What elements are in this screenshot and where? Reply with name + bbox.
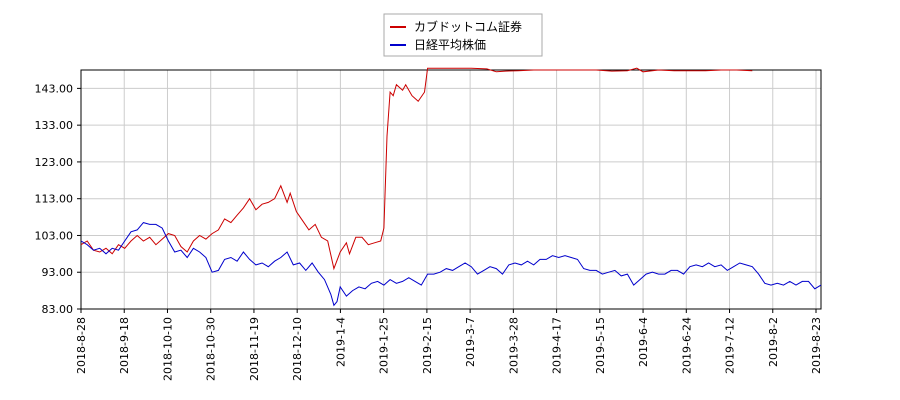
y-tick-label: 123.00 bbox=[35, 156, 74, 169]
series-layer bbox=[80, 67, 822, 307]
x-tick-label: 2019-6-24 bbox=[680, 317, 693, 374]
x-tick-label: 2019-7-12 bbox=[724, 317, 737, 374]
x-tick-label: 2019-2-15 bbox=[421, 317, 434, 374]
x-tick-label: 2019-5-15 bbox=[594, 317, 607, 374]
y-tick-label: 143.00 bbox=[35, 82, 74, 95]
plot-frame bbox=[80, 69, 822, 310]
x-tick-label: 2018-11-19 bbox=[248, 317, 261, 381]
legend-label-kabu: カブドットコム証券 bbox=[414, 19, 522, 34]
x-tick-label: 2018-9-18 bbox=[118, 317, 131, 374]
y-tick-label: 113.00 bbox=[35, 193, 74, 206]
y-tick-label: 83.00 bbox=[42, 303, 74, 316]
grid-lines bbox=[81, 70, 821, 309]
x-axis: 2018-8-28 2018-9-18 2018-10-10 2018-10-30 20… bbox=[75, 309, 823, 381]
x-tick-label: 2019-3-7 bbox=[464, 317, 477, 367]
x-tick-label: 2018-8-28 bbox=[75, 317, 88, 374]
x-tick-label: 2019-6-4 bbox=[637, 317, 650, 367]
x-tick-label: 2019-1-25 bbox=[378, 317, 391, 374]
y-tick-label: 133.00 bbox=[35, 119, 74, 132]
y-tick-label: 93.00 bbox=[42, 266, 74, 279]
x-tick-label: 2019-3-28 bbox=[507, 317, 520, 374]
x-tick-label: 2019-4-17 bbox=[551, 317, 564, 374]
x-tick-label: 2019-8-2 bbox=[767, 317, 780, 367]
y-tick-label: 103.00 bbox=[35, 229, 74, 242]
series-line-nikkei bbox=[80, 222, 822, 307]
x-tick-label: 2019-1-4 bbox=[334, 317, 347, 367]
legend-label-nikkei: 日経平均株価 bbox=[414, 37, 486, 52]
legend-box bbox=[383, 13, 543, 57]
x-tick-label: 2018-10-10 bbox=[161, 317, 174, 381]
series-line-kabu bbox=[80, 67, 753, 271]
x-tick-label: 2018-10-30 bbox=[205, 317, 218, 381]
x-tick-label: 2018-12-10 bbox=[291, 317, 304, 381]
y-axis: 83.00 93.00 103.00 113.00 123.00 133.00 143.00 bbox=[35, 82, 81, 316]
x-tick-label: 2019-8-23 bbox=[810, 317, 823, 374]
legend: カブドットコム証券 日経平均株価 bbox=[383, 13, 543, 57]
